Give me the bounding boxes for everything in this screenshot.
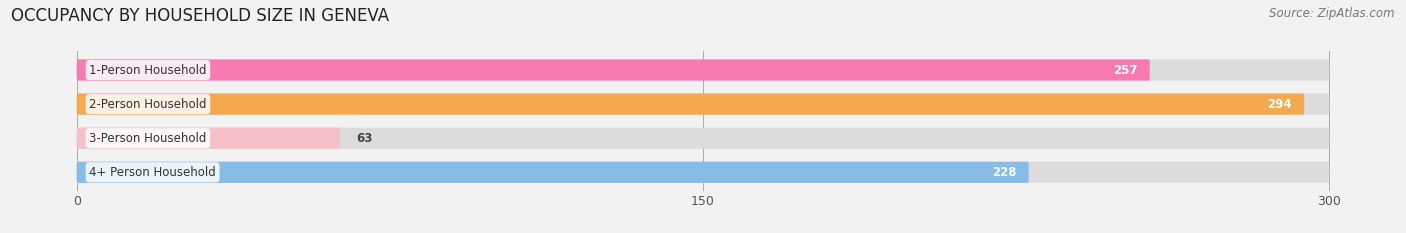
FancyBboxPatch shape xyxy=(77,128,340,149)
FancyBboxPatch shape xyxy=(77,162,1329,183)
FancyBboxPatch shape xyxy=(77,128,1329,149)
Text: 228: 228 xyxy=(991,166,1017,179)
FancyBboxPatch shape xyxy=(77,93,1329,115)
FancyBboxPatch shape xyxy=(77,59,1150,81)
FancyBboxPatch shape xyxy=(77,93,1305,115)
Text: 63: 63 xyxy=(357,132,373,145)
Text: OCCUPANCY BY HOUSEHOLD SIZE IN GENEVA: OCCUPANCY BY HOUSEHOLD SIZE IN GENEVA xyxy=(11,7,389,25)
Text: 257: 257 xyxy=(1112,64,1137,76)
FancyBboxPatch shape xyxy=(77,162,1029,183)
Text: 3-Person Household: 3-Person Household xyxy=(89,132,207,145)
Text: 4+ Person Household: 4+ Person Household xyxy=(89,166,217,179)
Text: 2-Person Household: 2-Person Household xyxy=(89,98,207,111)
Text: 294: 294 xyxy=(1267,98,1292,111)
Text: 1-Person Household: 1-Person Household xyxy=(89,64,207,76)
FancyBboxPatch shape xyxy=(77,59,1329,81)
Text: Source: ZipAtlas.com: Source: ZipAtlas.com xyxy=(1270,7,1395,20)
